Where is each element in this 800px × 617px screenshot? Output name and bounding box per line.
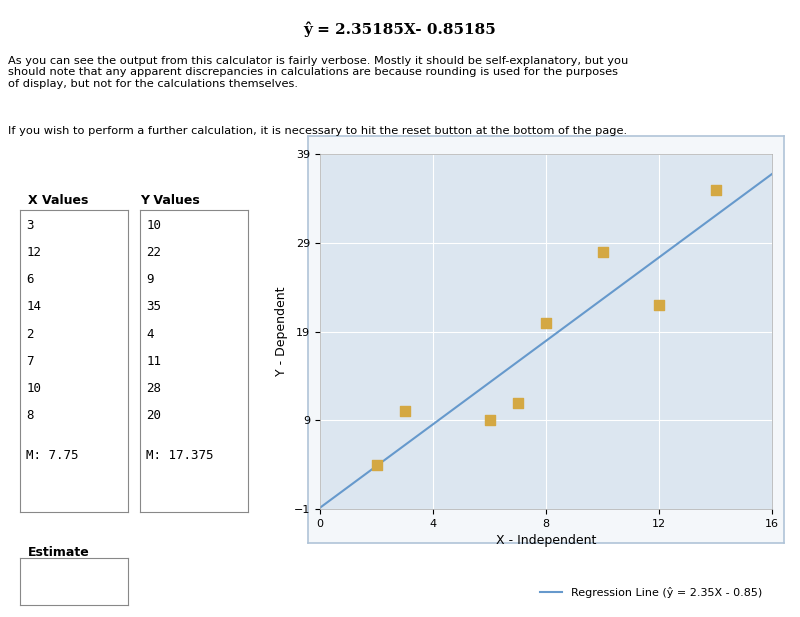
Text: ŷ = 2.35185X- 0.85185: ŷ = 2.35185X- 0.85185 bbox=[304, 22, 496, 37]
Text: M: 17.375: M: 17.375 bbox=[146, 449, 214, 462]
Point bbox=[539, 318, 552, 328]
Point bbox=[398, 407, 411, 416]
Text: 14: 14 bbox=[26, 300, 42, 313]
Text: 9: 9 bbox=[146, 273, 154, 286]
Text: 12: 12 bbox=[26, 246, 42, 259]
Text: 11: 11 bbox=[146, 355, 162, 368]
Text: 3: 3 bbox=[26, 219, 34, 232]
Text: Estimate: Estimate bbox=[28, 546, 90, 559]
Text: 7: 7 bbox=[26, 355, 34, 368]
Text: X Values: X Values bbox=[28, 194, 88, 207]
Point bbox=[653, 300, 666, 310]
Text: If you wish to perform a further calculation, it is necessary to hit the reset b: If you wish to perform a further calcula… bbox=[8, 126, 627, 136]
Text: 20: 20 bbox=[146, 409, 162, 422]
Text: 10: 10 bbox=[146, 219, 162, 232]
Legend: Regression Line (ŷ = 2.35X - 0.85): Regression Line (ŷ = 2.35X - 0.85) bbox=[535, 583, 766, 603]
Text: 22: 22 bbox=[146, 246, 162, 259]
Point bbox=[370, 460, 383, 470]
Text: M: 7.75: M: 7.75 bbox=[26, 449, 79, 462]
Text: 6: 6 bbox=[26, 273, 34, 286]
Y-axis label: Y - Dependent: Y - Dependent bbox=[275, 287, 288, 376]
Text: 10: 10 bbox=[26, 382, 42, 395]
Point bbox=[483, 415, 496, 425]
Text: As you can see the output from this calculator is fairly verbose. Mostly it shou: As you can see the output from this calc… bbox=[8, 56, 628, 89]
Point bbox=[596, 247, 609, 257]
Text: 8: 8 bbox=[26, 409, 34, 422]
Text: 2: 2 bbox=[26, 328, 34, 341]
Text: 28: 28 bbox=[146, 382, 162, 395]
X-axis label: X - Independent: X - Independent bbox=[496, 534, 596, 547]
Point bbox=[709, 185, 722, 195]
Text: Y Values: Y Values bbox=[140, 194, 200, 207]
Point bbox=[511, 398, 524, 408]
Text: 35: 35 bbox=[146, 300, 162, 313]
Text: 4: 4 bbox=[146, 328, 154, 341]
